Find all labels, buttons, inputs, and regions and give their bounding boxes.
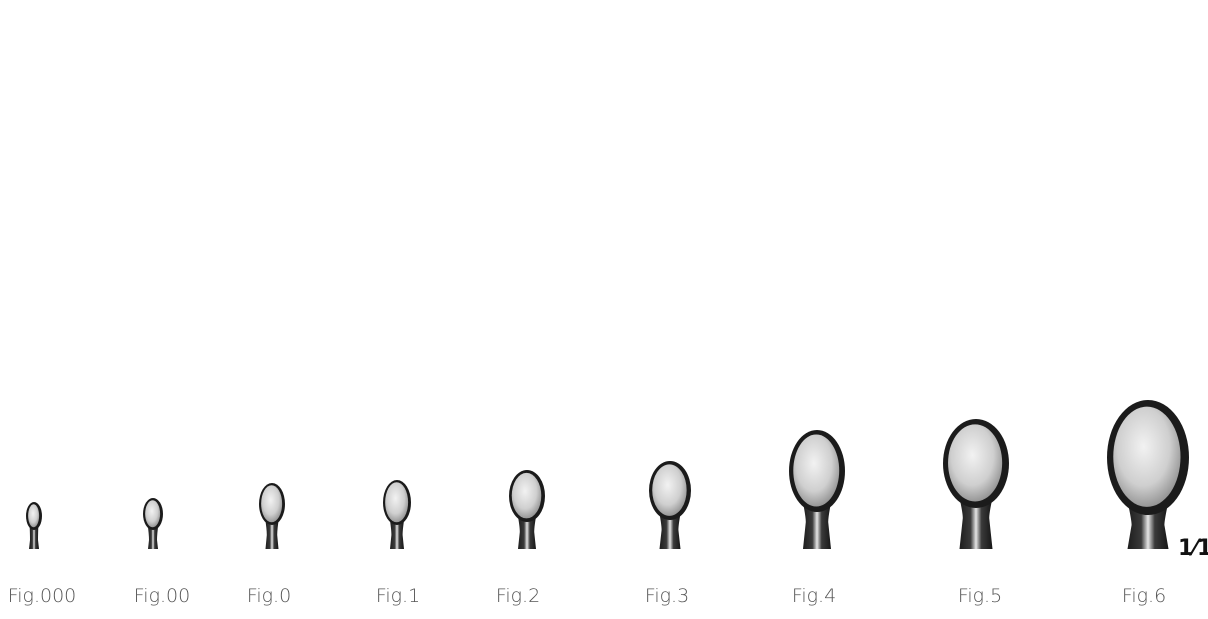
drop-inner <box>145 500 161 528</box>
drop-stem <box>29 524 39 549</box>
figure-label: Fig.5 <box>958 585 1002 607</box>
drop <box>26 502 42 549</box>
drop <box>383 480 411 549</box>
drop-inner <box>948 424 1003 502</box>
drop-inner <box>28 504 40 528</box>
drop <box>259 483 285 549</box>
drop-inner <box>511 472 542 519</box>
drop-stem <box>147 523 159 549</box>
drop <box>943 419 1009 549</box>
drop-inner <box>652 464 687 516</box>
figure-label: Fig.0 <box>247 585 291 607</box>
drop-inner <box>385 482 409 523</box>
drop-inner <box>1113 406 1181 507</box>
drop <box>649 461 691 549</box>
scale-label: 1⁄1 <box>1178 536 1208 561</box>
figure-label: Fig.6 <box>1122 585 1166 607</box>
drop-stem <box>389 516 405 549</box>
figure-label: Fig.4 <box>792 585 836 607</box>
drop <box>509 470 545 549</box>
figure-label: Fig.3 <box>645 585 689 607</box>
drop-stem <box>264 516 280 549</box>
drop-inner <box>793 434 840 507</box>
figure-label: Fig.2 <box>496 585 540 607</box>
figure-label: Fig.00 <box>134 585 190 607</box>
drop <box>789 430 845 549</box>
drop <box>1107 400 1189 549</box>
drop-inner <box>261 485 283 523</box>
drop <box>143 498 163 549</box>
figure-label: Fig.1 <box>376 585 420 607</box>
figure-label: Fig.000 <box>8 585 77 607</box>
